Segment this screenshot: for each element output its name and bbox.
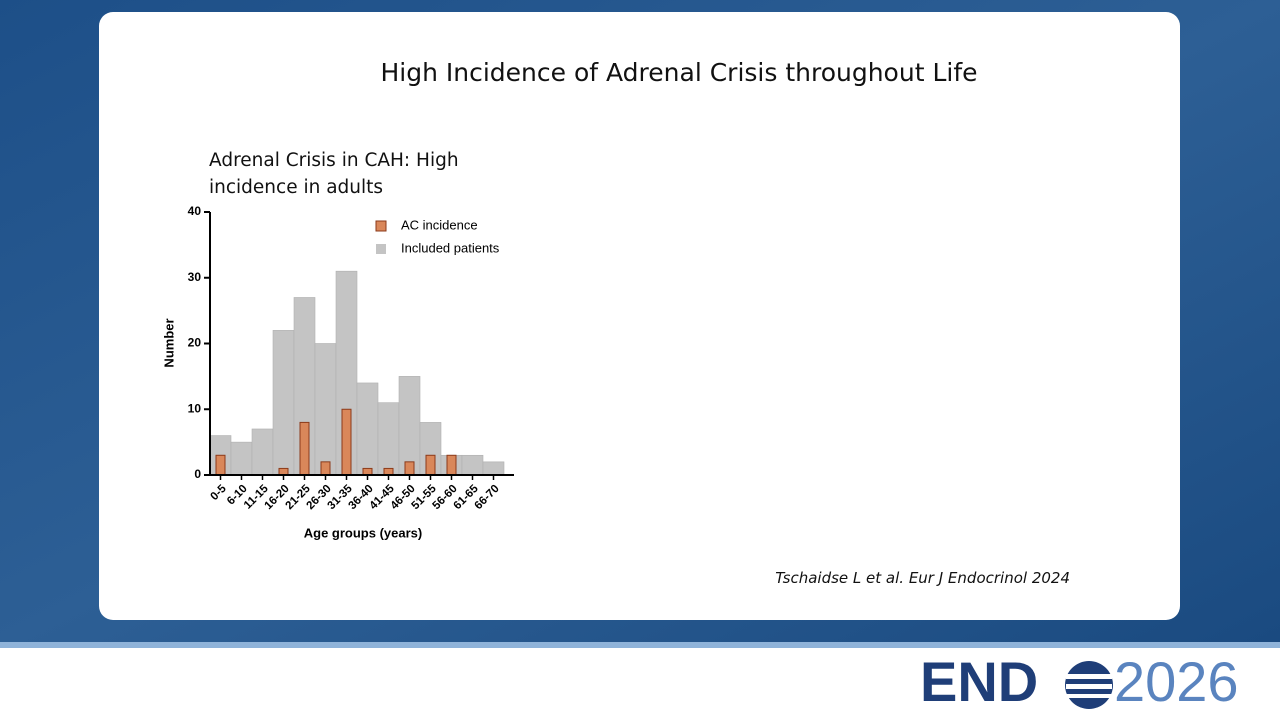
- logo-word: END: [920, 650, 1038, 713]
- citation: Tschaidse L et al. Eur J Endocrinol 2024: [775, 569, 1070, 587]
- bar: [251, 428, 274, 476]
- bar: [272, 330, 295, 476]
- bar: [341, 408, 352, 476]
- bar: [404, 461, 415, 476]
- bar: [398, 376, 421, 476]
- bar: [230, 441, 253, 476]
- legend-swatch: [375, 220, 387, 232]
- y-tick-label: 40: [188, 204, 202, 218]
- y-tick-label: 10: [188, 401, 202, 415]
- logo-globe: [1065, 661, 1113, 709]
- bar: [425, 454, 436, 476]
- bar: [314, 343, 337, 476]
- x-tick-label: 66-70: [472, 483, 501, 512]
- legend-swatch: [376, 244, 386, 254]
- bar: [446, 454, 457, 476]
- bar: [356, 382, 379, 476]
- y-tick-label: 30: [188, 270, 202, 284]
- legend-label: AC incidence: [401, 217, 478, 232]
- y-tick-label: 20: [188, 336, 202, 350]
- y-axis-label: Number: [161, 318, 176, 367]
- bar: [215, 454, 226, 476]
- x-axis-label: Age groups (years): [304, 525, 422, 540]
- divider: [0, 642, 1280, 648]
- legend-label: Included patients: [401, 240, 500, 255]
- bar: [377, 402, 400, 476]
- bar: [482, 461, 505, 476]
- bar: [461, 454, 484, 476]
- bar: [299, 421, 310, 476]
- logo-year: 2026: [1114, 650, 1239, 713]
- slide-title: High Incidence of Adrenal Crisis through…: [380, 58, 978, 87]
- bar: [320, 461, 331, 476]
- y-tick-label: 0: [194, 467, 201, 481]
- chart-title: Adrenal Crisis in CAH: High incidence in…: [209, 150, 459, 198]
